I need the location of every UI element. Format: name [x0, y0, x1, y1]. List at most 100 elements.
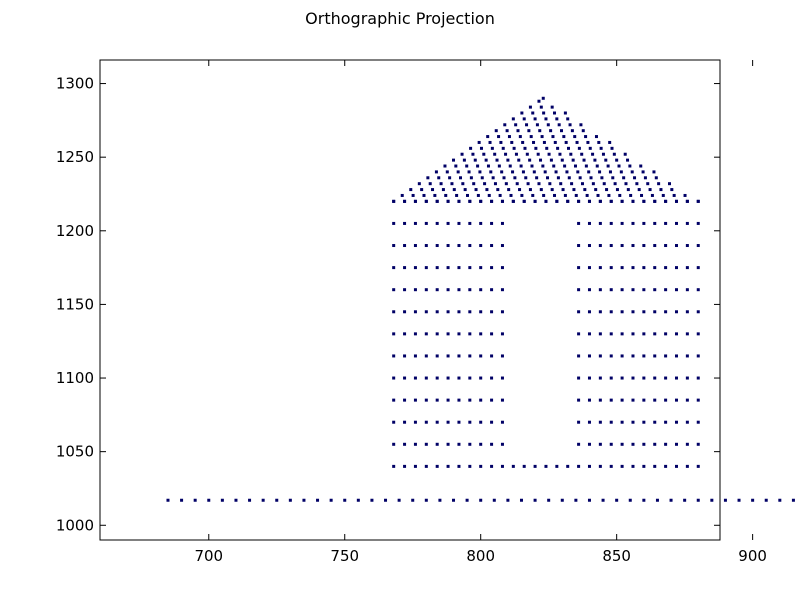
data-point [234, 498, 238, 502]
data-point [642, 199, 646, 203]
data-point [653, 376, 657, 380]
data-point [452, 188, 456, 192]
data-point [220, 498, 224, 502]
data-point [563, 111, 567, 115]
data-point [490, 464, 494, 468]
data-point [479, 332, 483, 336]
data-point [572, 188, 576, 192]
data-point [609, 332, 613, 336]
data-point [435, 266, 439, 270]
data-point [685, 332, 689, 336]
data-point [598, 199, 602, 203]
data-point [403, 288, 407, 292]
data-point [642, 420, 646, 424]
data-point [531, 111, 535, 115]
data-point [500, 464, 504, 468]
data-point [791, 498, 795, 502]
data-point [615, 498, 619, 502]
data-point [479, 442, 483, 446]
data-point [468, 332, 472, 336]
data-point [445, 170, 449, 174]
data-point [664, 398, 668, 402]
data-point [457, 310, 461, 314]
data-point [575, 140, 579, 144]
data-point [615, 188, 619, 192]
data-point [620, 464, 624, 468]
data-point [495, 158, 499, 162]
data-point [587, 498, 591, 502]
data-point [685, 266, 689, 270]
data-point [540, 135, 544, 139]
data-point [459, 176, 463, 180]
data-point [424, 354, 428, 358]
data-point [628, 498, 632, 502]
data-point [500, 332, 504, 336]
data-point [631, 244, 635, 248]
data-point [500, 266, 504, 270]
data-point [573, 164, 577, 168]
data-point [542, 140, 546, 144]
data-point [528, 158, 532, 162]
data-point [543, 170, 547, 174]
data-point [446, 266, 450, 270]
data-point [413, 398, 417, 402]
data-point [468, 310, 472, 314]
data-point [637, 188, 641, 192]
data-point [478, 170, 482, 174]
data-point [403, 244, 407, 248]
data-point [510, 140, 514, 144]
data-point [424, 221, 428, 225]
data-point [521, 140, 525, 144]
data-point [490, 221, 494, 225]
data-point [413, 266, 417, 270]
data-point [696, 498, 700, 502]
data-point [586, 140, 590, 144]
data-point [607, 193, 611, 197]
data-point [480, 176, 484, 180]
data-point [454, 164, 458, 168]
data-point [486, 135, 490, 139]
data-point [685, 288, 689, 292]
data-point [764, 498, 768, 502]
data-point [428, 182, 432, 186]
data-point [343, 498, 347, 502]
data-point [503, 123, 507, 127]
data-point [550, 105, 554, 109]
data-point [591, 182, 595, 186]
data-point [486, 164, 490, 168]
data-point [508, 164, 512, 168]
data-point [565, 170, 569, 174]
data-point [609, 398, 613, 402]
data-point [431, 188, 435, 192]
data-point [469, 176, 473, 180]
data-point [685, 376, 689, 380]
data-point [539, 105, 543, 109]
data-point [193, 498, 197, 502]
data-points [166, 96, 795, 502]
data-point [579, 123, 583, 127]
data-point [562, 135, 566, 139]
data-point [420, 188, 424, 192]
data-point [550, 188, 554, 192]
data-point [577, 420, 581, 424]
data-point [441, 188, 445, 192]
data-point [500, 420, 504, 424]
data-point [424, 464, 428, 468]
data-point [639, 164, 643, 168]
data-point [509, 193, 513, 197]
data-point [521, 170, 525, 174]
data-point [594, 188, 598, 192]
data-point [490, 244, 494, 248]
data-point [664, 376, 668, 380]
data-point [577, 398, 581, 402]
data-point [609, 354, 613, 358]
data-point [526, 182, 530, 186]
data-point [618, 193, 622, 197]
data-point [500, 442, 504, 446]
data-point [524, 176, 528, 180]
data-point [488, 140, 492, 144]
data-point [696, 332, 700, 336]
data-point [356, 498, 360, 502]
data-point [606, 164, 610, 168]
